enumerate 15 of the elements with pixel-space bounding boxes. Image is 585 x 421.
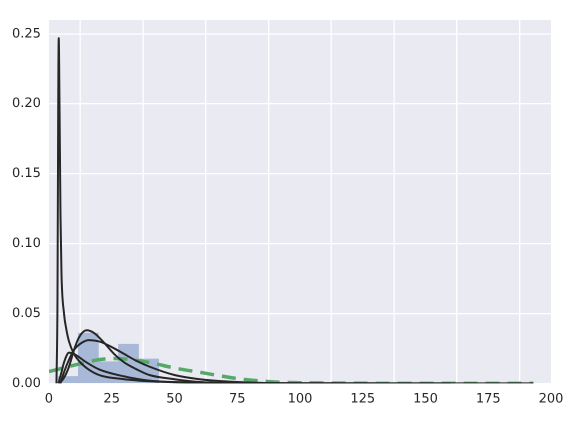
y-tick-label: 0.25 (12, 26, 41, 42)
y-tick-label: 0.05 (12, 306, 41, 321)
y-tick-label: 0.15 (12, 166, 41, 182)
x-tick-label: 175 (476, 392, 501, 407)
y-tick-label: 0.10 (12, 236, 41, 252)
x-tick-label: 50 (166, 392, 183, 407)
y-tick-label: 0.00 (12, 376, 41, 391)
x-tick-label: 150 (413, 392, 438, 407)
y-tick-label: 0.20 (12, 96, 41, 112)
x-tick-label: 25 (103, 392, 120, 407)
x-tick-label: 75 (228, 392, 246, 407)
x-tick-label: 125 (350, 392, 376, 407)
x-tick-label: 100 (288, 392, 312, 407)
x-tick-label: 200 (538, 392, 564, 407)
x-tick-label: 0 (44, 392, 54, 407)
